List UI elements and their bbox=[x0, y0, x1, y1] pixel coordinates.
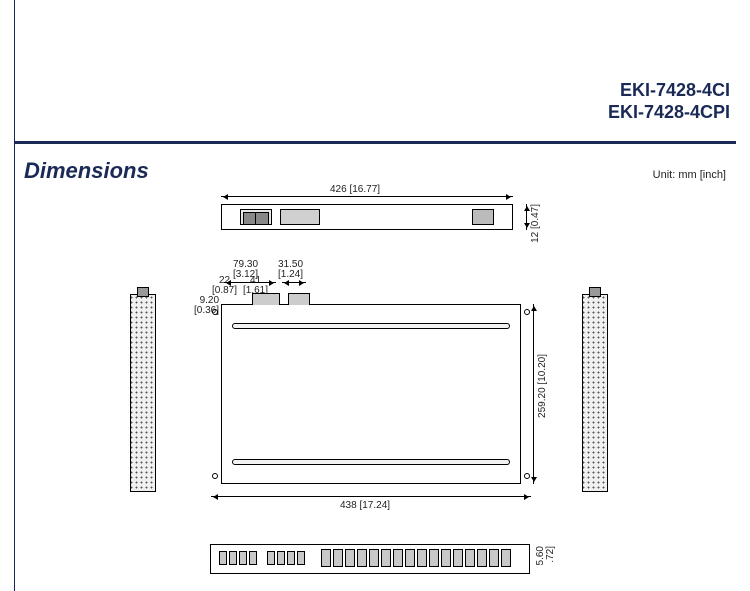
header: EKI-7428-4CI EKI-7428-4CPI bbox=[0, 0, 750, 133]
dim-12: 12 [0.47] bbox=[530, 204, 541, 243]
top-ridge-1 bbox=[232, 323, 510, 329]
unit-label: Unit: mm [inch] bbox=[653, 169, 726, 181]
dim-259: 259.20 [10.20] bbox=[537, 354, 548, 418]
dim-line-438 bbox=[211, 496, 531, 497]
dim-438: 438 [17.24] bbox=[340, 500, 390, 511]
front-view bbox=[221, 204, 513, 230]
rear-ports-a bbox=[219, 549, 257, 569]
drawing-stage: 426 [16.77] 12 [0.47] 79.30[3.12] 31.50[… bbox=[0, 184, 750, 584]
section-header: Dimensions Unit: mm [inch] bbox=[0, 144, 750, 184]
front-slot-c bbox=[472, 209, 494, 225]
dim-426: 426 [16.77] bbox=[330, 184, 380, 195]
top-conn-2 bbox=[288, 293, 310, 305]
dim-line-12 bbox=[526, 204, 527, 230]
side-view-left bbox=[130, 294, 156, 492]
side-view-right bbox=[582, 294, 608, 492]
model-line-1: EKI-7428-4CI bbox=[0, 80, 730, 102]
screw-bl bbox=[212, 473, 218, 479]
front-slot-b bbox=[280, 209, 320, 225]
dim-line-259 bbox=[533, 304, 534, 484]
top-conn-1 bbox=[252, 293, 280, 305]
front-slot-a bbox=[240, 209, 272, 225]
model-line-2: EKI-7428-4CPI bbox=[0, 102, 730, 124]
dim-line-426 bbox=[221, 196, 513, 197]
screw-br bbox=[524, 473, 530, 479]
top-ridge-2 bbox=[232, 459, 510, 465]
dim-22: 22[0.87] bbox=[212, 276, 237, 296]
dim-line-79 bbox=[224, 282, 276, 283]
rear-ports-b bbox=[267, 549, 305, 569]
rear-ports-c bbox=[321, 549, 511, 569]
dim-bottom-h2: .72] bbox=[546, 546, 556, 563]
section-title: Dimensions bbox=[24, 158, 653, 184]
rear-view bbox=[210, 544, 530, 574]
screw-tr bbox=[524, 309, 530, 315]
dim-line-31 bbox=[282, 282, 306, 283]
top-view bbox=[221, 304, 521, 484]
dim-31: 31.50[1.24] bbox=[278, 260, 303, 280]
